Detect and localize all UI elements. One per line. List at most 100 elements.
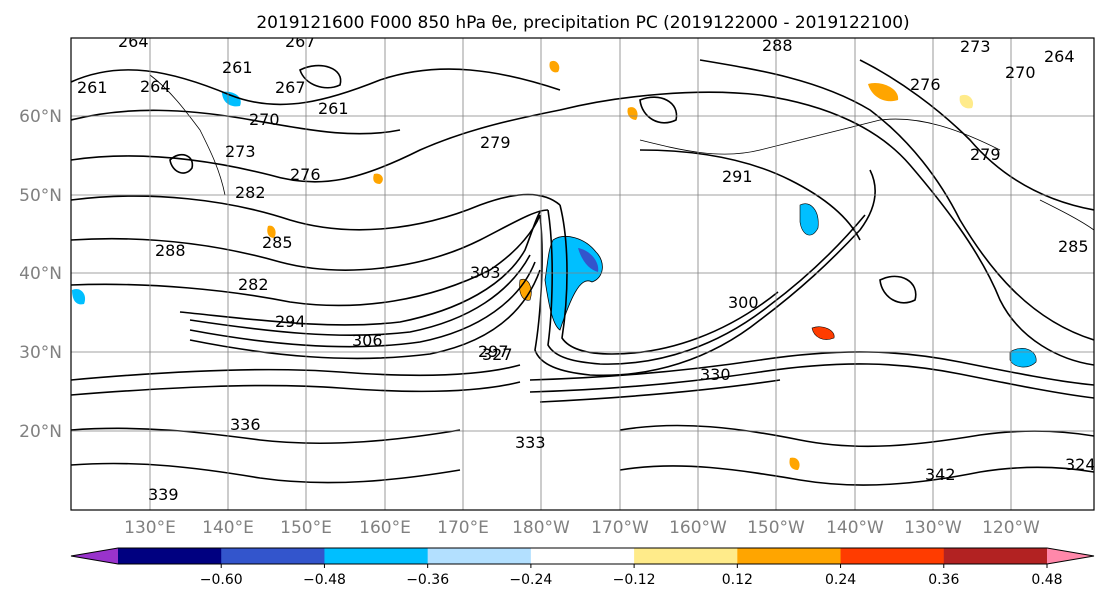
colorbar-segment	[737, 548, 842, 564]
contour-label: 282	[238, 275, 269, 294]
map-title: 2019121600 F000 850 hPa θe, precipitatio…	[256, 13, 909, 33]
precip-positive-patch	[868, 82, 899, 102]
colorbar-segment	[118, 548, 222, 564]
contour-label: 330	[700, 365, 731, 384]
precip-negative-patch	[72, 288, 86, 305]
contour-label: 270	[1005, 63, 1036, 82]
precip-negative-patch	[1009, 348, 1037, 368]
precip-negative-patch	[799, 203, 819, 236]
contour-line	[179, 211, 541, 326]
contour-label: 285	[1058, 237, 1089, 256]
contour-label: 297	[478, 342, 509, 361]
contour-label: 264	[140, 77, 171, 96]
contour-label: 267	[285, 32, 316, 51]
coastline	[1039, 199, 1094, 231]
colorbar-tick-label: −0.60	[200, 572, 243, 588]
coastlines	[149, 74, 1094, 231]
colorbar-segment	[530, 548, 635, 564]
contour-line	[189, 261, 536, 348]
precip-positive-patch	[627, 107, 638, 120]
contour-line	[71, 462, 461, 484]
contour-line	[534, 169, 876, 377]
precip-positive-patch	[373, 173, 383, 184]
contour-line	[71, 214, 541, 307]
precip-positive-patch	[789, 457, 800, 470]
precip-positive-patch	[959, 94, 974, 109]
coastline	[639, 118, 1001, 155]
contour-labels: 264 267 261 261 264 270 273 276 279 282 …	[77, 32, 1096, 504]
lon-label-130e: 130°E	[124, 518, 176, 538]
contour-label: 339	[148, 485, 179, 504]
contour-line	[189, 269, 541, 360]
colorbar-outline	[70, 547, 1095, 565]
contour-label: 276	[290, 165, 321, 184]
contour-label: 261	[222, 58, 253, 77]
precip-patches	[72, 60, 1037, 470]
colorbar-tick-label: −0.12	[613, 572, 656, 588]
contour-label: 267	[275, 78, 306, 97]
contour-label: 288	[155, 241, 186, 260]
contour-label: 342	[925, 465, 956, 484]
contour-label: 282	[235, 183, 266, 202]
lon-label-120w: 120°W	[982, 518, 1040, 538]
contour-line	[71, 381, 521, 396]
coastline	[149, 74, 226, 196]
map-panel: 264 267 261 261 264 270 273 276 279 282 …	[70, 32, 1096, 511]
colorbar-segment	[427, 548, 532, 564]
contour-line	[71, 193, 561, 231]
contour-line	[559, 91, 1094, 366]
precip-negative-patch	[222, 91, 241, 107]
contour-label: 273	[960, 37, 991, 56]
colorbar-extend-max	[1047, 548, 1094, 564]
contour-line	[71, 364, 521, 381]
contour-label: 261	[77, 78, 108, 97]
contour-label: 333	[515, 433, 546, 452]
contour-line	[699, 59, 1094, 341]
contour-line	[71, 427, 461, 445]
contour-label: 291	[722, 167, 753, 186]
colorbar-tick-label: 0.24	[825, 572, 856, 588]
lon-label-170e: 170°E	[437, 518, 489, 538]
colorbar-tick-label: 0.12	[722, 572, 753, 588]
map-frame	[70, 37, 1095, 511]
lon-label-160e: 160°E	[359, 518, 411, 538]
precip-positive-patch	[549, 60, 560, 73]
contour-line	[639, 149, 861, 241]
colorbar-tick-label: −0.24	[509, 572, 552, 588]
lon-label-140e: 140°E	[202, 518, 254, 538]
contour-line	[859, 59, 1094, 211]
contour-label: 264	[1044, 47, 1075, 66]
contour-line	[71, 109, 561, 183]
colorbar-extend-min	[71, 548, 118, 564]
precip-positive-patch	[267, 225, 276, 238]
lon-label-170w: 170°W	[591, 518, 649, 538]
contour-line	[539, 379, 781, 403]
contour-label: 273	[225, 142, 256, 161]
contour-label: 279	[970, 145, 1001, 164]
theta-e-contours	[71, 59, 1094, 486]
colorbar-tick-label: 0.36	[928, 572, 959, 588]
contour-label: 336	[230, 415, 261, 434]
lat-label-20n: 20°N	[19, 422, 62, 442]
lat-label-60n: 60°N	[19, 107, 62, 127]
lon-label-150w: 150°W	[747, 518, 805, 538]
contour-line	[547, 209, 866, 365]
contour-label: 285	[262, 233, 293, 252]
colorbar-segment	[840, 548, 945, 564]
map-gridlines	[71, 38, 1094, 510]
contour-label: 261	[318, 99, 349, 118]
colorbar-tick-label: −0.36	[406, 572, 449, 588]
contour-label: 270	[249, 110, 280, 129]
colorbar-segment	[324, 548, 429, 564]
colorbar-tick-label: −0.48	[303, 572, 346, 588]
contour-line	[639, 96, 678, 124]
contour-line	[189, 254, 531, 337]
longitude-labels: 130°E 140°E 150°E 160°E 170°E 180°W 170°…	[124, 518, 1040, 538]
contour-label: 279	[480, 133, 511, 152]
contour-label: 264	[118, 32, 149, 51]
colorbar-segment	[221, 548, 325, 564]
lon-label-160w: 160°W	[669, 518, 727, 538]
contour-line	[71, 109, 401, 135]
precip-positive-patch	[811, 326, 835, 340]
contour-label: 324	[1065, 455, 1096, 474]
